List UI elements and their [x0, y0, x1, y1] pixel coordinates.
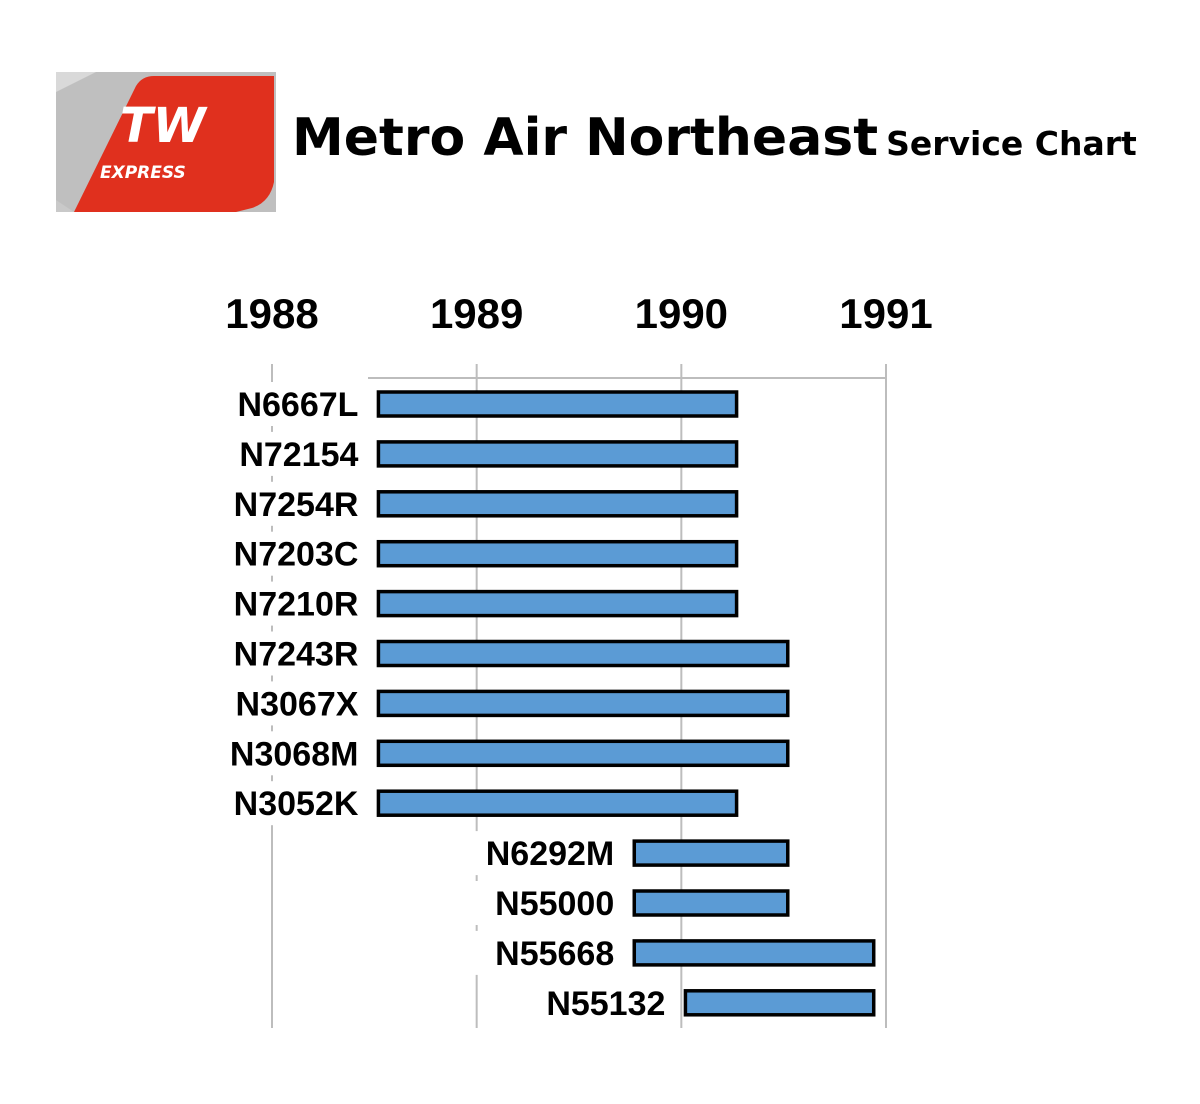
- label-backing: [206, 431, 371, 476]
- label-backing: [206, 382, 371, 426]
- label-backing: [206, 631, 371, 676]
- label-backing: [206, 731, 371, 776]
- bar-label-N3068M: N3068M: [230, 735, 359, 773]
- bar-N72154: [376, 440, 739, 468]
- label-backing: [462, 930, 627, 975]
- title-main: Metro Air Northeast: [292, 108, 879, 168]
- label-backing: [462, 831, 627, 876]
- logo-express-text: EXPRESS: [100, 163, 186, 183]
- bar-label-N7210R: N7210R: [234, 586, 359, 624]
- label-backing: [206, 481, 371, 526]
- bar-N55132: [683, 989, 876, 1017]
- label-backing: [206, 581, 371, 626]
- x-axis-ticks: 1988 1989 1990 1991: [225, 290, 932, 337]
- x-tick-label-1990: 1990: [635, 290, 728, 337]
- bar-label-N3052K: N3052K: [234, 785, 359, 823]
- bar-label-N6292M: N6292M: [486, 835, 615, 873]
- x-tick-label-1988: 1988: [225, 290, 318, 337]
- bar-N55668: [632, 939, 876, 967]
- bar-label-N72154: N72154: [239, 436, 358, 474]
- tw-express-logo: TW EXPRESS: [56, 72, 276, 212]
- page-title: Metro Air Northeast Service Chart: [292, 108, 1137, 168]
- bar-N55000: [632, 889, 790, 917]
- bar-N7203C: [376, 539, 739, 568]
- title-sub: Service Chart: [886, 124, 1137, 163]
- bar-label-N7243R: N7243R: [234, 636, 359, 674]
- bar-N6667L: [376, 390, 739, 418]
- label-backing: [513, 980, 678, 1025]
- logo-tw-text: TW: [120, 98, 208, 154]
- label-backing: [206, 681, 371, 726]
- bar-N6292M: [632, 839, 790, 867]
- bar-N7254R: [376, 490, 739, 518]
- x-tick-label-1989: 1989: [430, 290, 523, 337]
- bar-label-N6667L: N6667L: [237, 386, 358, 424]
- bar-label-N55132: N55132: [546, 985, 665, 1023]
- bar-N3067X: [376, 689, 790, 718]
- bar-label-N55000: N55000: [495, 885, 614, 923]
- bar-N3068M: [376, 739, 790, 768]
- label-backing: [462, 881, 627, 925]
- label-backing: [206, 531, 371, 576]
- bar-label-N7203C: N7203C: [234, 536, 359, 574]
- label-backing: [206, 781, 371, 826]
- bar-label-N55668: N55668: [495, 935, 614, 973]
- bar-N7210R: [376, 589, 739, 618]
- bar-N7243R: [376, 639, 790, 668]
- x-tick-label-1991: 1991: [839, 290, 932, 337]
- bar-label-N3067X: N3067X: [236, 685, 359, 723]
- bar-label-N7254R: N7254R: [234, 486, 359, 524]
- bars-layer: N6667L N72154 N7254R N7203C N7210R N7243R N306…: [206, 382, 876, 1025]
- bar-N3052K: [376, 789, 739, 817]
